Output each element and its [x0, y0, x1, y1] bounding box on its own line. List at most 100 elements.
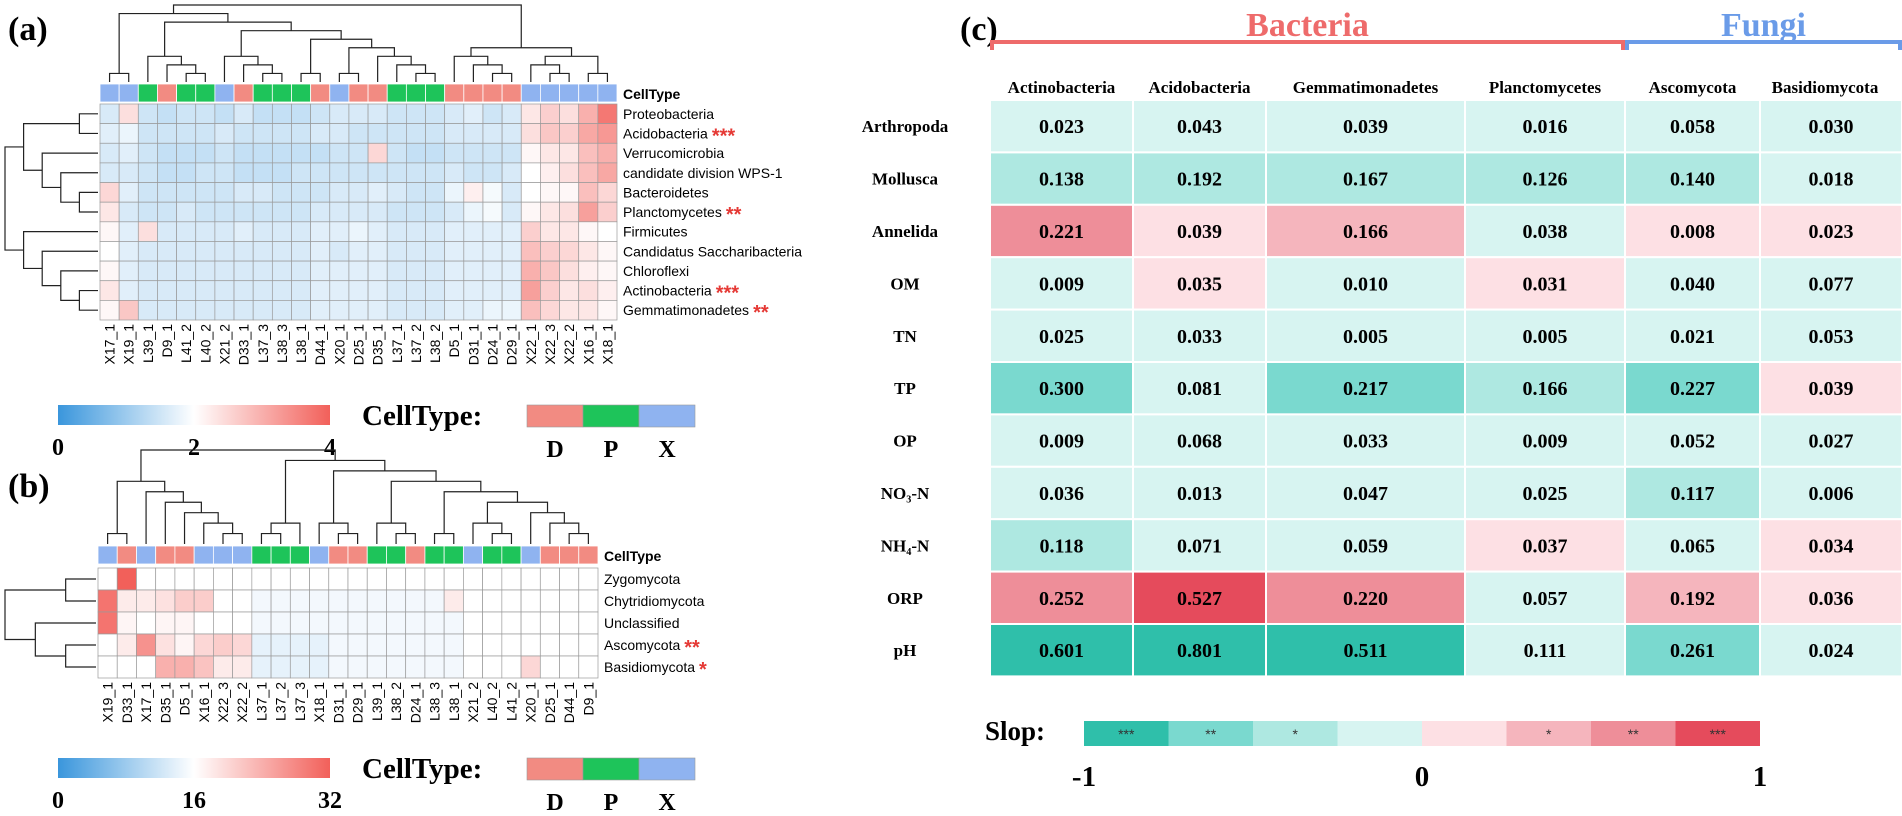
heat-cell-Ascomycota-X20_1	[520, 633, 541, 657]
heat-cell-Basidiomycota-X22_2	[232, 655, 253, 679]
heat-cell-Zygomycota-X22_2	[232, 567, 253, 591]
heat-cell-Chytridiomycota-X22_3	[213, 589, 233, 613]
heat-cell-Chloroflexi-X18_1	[597, 260, 618, 282]
heat-cell-Gemmatimonadetes-L37_1	[386, 300, 407, 321]
slope-value-NO₃-N-Ascomycota: 0.117	[1671, 483, 1715, 505]
heat-cell-Ascomycota-D24_1	[405, 633, 426, 657]
row-header-TN: TN	[893, 327, 917, 346]
slope-legend-stars-5: *	[1546, 726, 1552, 742]
heat-cell-Basidiomycota-D44_1	[559, 655, 580, 679]
heat-cell-Verrucomicrobia-L37_2	[406, 142, 426, 164]
column-dendrogram-branch	[337, 532, 359, 544]
heat-cell-Zygomycota-L38_1	[443, 567, 464, 591]
slope-cell-Mollusca-Gemmatimonadetes	[1265, 151, 1466, 206]
heat-cell-Proteobacteria-L38_1	[291, 103, 311, 124]
heat-cell-Proteobacteria-X21_2	[214, 103, 235, 124]
heat-cell-Unclassified-D5_1	[174, 611, 195, 635]
heat-cell-Gemmatimonadetes-D31_1	[463, 300, 484, 321]
column-label-L37_2: L37_2	[273, 682, 289, 721]
heat-cell-Unclassified-D9_1	[578, 611, 599, 635]
heat-cell-Zygomycota-D35_1	[155, 567, 176, 591]
column-header-Ascomycota: Ascomycota	[1649, 78, 1737, 97]
column-dendrogram-branch	[223, 55, 259, 82]
heat-cell-Verrucomicrobia-D35_1	[367, 142, 388, 164]
heat-cell-Basidiomycota-D29_1	[347, 655, 368, 679]
heat-cell-Gemmatimonadetes-L40_2	[195, 300, 216, 321]
heat-cell-Acidobacteria-X18_1	[597, 123, 618, 144]
heat-cell-Chloroflexi-D24_1	[482, 260, 503, 282]
heat-cell-Proteobacteria-L37_1	[386, 103, 407, 124]
heat-cell-Chytridiomycota-L38_2	[386, 589, 407, 613]
celltype-legend-swatch-X	[638, 404, 696, 428]
heat-cell-candidate division WPS-1-L37_1	[386, 162, 407, 183]
slope-cell-pH-Basidiomycota	[1759, 623, 1902, 678]
slope-value-OP-Planctomycetes: 0.009	[1523, 431, 1568, 453]
heat-cell-Gemmatimonadetes-X19_1	[118, 300, 139, 321]
slope-cell-NH₄-N-Basidiomycota	[1759, 518, 1902, 573]
column-header-Actinobacteria: Actinobacteria	[1008, 78, 1116, 97]
heat-cell-Ascomycota-X17_1	[136, 633, 157, 657]
celltype-cell-D44_1	[310, 83, 331, 103]
heat-cell-Basidiomycota-X21_2	[463, 655, 483, 679]
heat-cell-Candidatus Saccharibacteria-D25_1	[348, 241, 369, 262]
slope-value-OP-Gemmatimonadetes: 0.033	[1343, 431, 1388, 453]
slope-legend-swatch-4	[1422, 721, 1507, 746]
celltype-cell-X16_1	[193, 545, 214, 565]
slope-value-pH-Planctomycetes: 0.111	[1524, 640, 1567, 662]
column-dendrogram-branch	[108, 72, 130, 82]
heat-cell-candidate division WPS-1-D31_1	[463, 162, 484, 183]
significance-stars: **	[753, 302, 769, 324]
heat-cell-Zygomycota-X17_1	[136, 567, 157, 591]
column-label-X22_1: X22_1	[523, 324, 539, 365]
heat-cell-Basidiomycota-L39_1	[366, 655, 387, 679]
heat-cell-Proteobacteria-X16_1	[578, 103, 599, 124]
row-label-Ascomycota: Ascomycota **	[604, 637, 700, 659]
heat-cell-Actinobacteria-L38_3	[271, 280, 292, 301]
heat-cell-Unclassified-X21_2	[463, 611, 483, 635]
column-header-Planctomycetes: Planctomycetes	[1489, 78, 1602, 97]
heat-cell-Actinobacteria-L41_2	[176, 280, 197, 301]
column-label-L37_1: L37_1	[389, 324, 405, 363]
slope-legend-swatch-6	[1591, 721, 1676, 746]
heat-cell-Verrucomicrobia-X20_1	[329, 142, 350, 164]
heat-cell-Firmicutes-D5_1	[444, 221, 465, 242]
heat-cell-Bacteroidetes-X17_1	[99, 182, 120, 203]
heat-cell-Ascomycota-L38_1	[443, 633, 464, 657]
heat-cell-Unclassified-D24_1	[405, 611, 426, 635]
slope-legend-swatch-7	[1675, 721, 1760, 746]
slope-cell-OM-Gemmatimonadetes	[1265, 256, 1466, 311]
row-label-Chloroflexi: Chloroflexi	[623, 263, 689, 279]
heat-cell-Acidobacteria-X19_1	[118, 123, 139, 144]
heat-cell-Basidiomycota-L41_2	[501, 655, 522, 679]
heat-cell-Bacteroidetes-L37_1	[386, 182, 407, 203]
celltype-cell-X19_1	[97, 545, 118, 565]
heat-cell-Verrucomicrobia-D44_1	[310, 142, 331, 164]
heat-cell-Planctomycetes-L38_3	[271, 201, 292, 223]
slope-cell-Mollusca-Actinobacteria	[989, 151, 1134, 206]
heat-cell-Gemmatimonadetes-D25_1	[348, 300, 369, 321]
slope-value-ORP-Gemmatimonadetes: 0.220	[1343, 588, 1388, 610]
heat-cell-candidate division WPS-1-L37_2	[406, 162, 426, 183]
heat-cell-candidate division WPS-1-X16_1	[578, 162, 599, 183]
heat-cell-Unclassified-D25_1	[539, 611, 560, 635]
heat-cell-Zygomycota-X19_1	[97, 567, 118, 591]
slope-cell-Arthropoda-Ascomycota	[1624, 99, 1761, 154]
heat-cell-Ascomycota-X22_3	[213, 633, 233, 657]
heat-cell-Verrucomicrobia-X22_1	[520, 142, 541, 164]
column-label-L38_1: L38_1	[293, 324, 309, 363]
heat-cell-Chloroflexi-D29_1	[501, 260, 522, 282]
celltype-cell-D9_1	[157, 83, 177, 103]
celltype-cell-L37_1	[251, 545, 272, 565]
slope-cell-OM-Basidiomycota	[1759, 256, 1902, 311]
heat-cell-candidate division WPS-1-D29_1	[501, 162, 522, 183]
heat-cell-candidate division WPS-1-L39_1	[137, 162, 158, 183]
heat-cell-Planctomycetes-L38_1	[291, 201, 311, 223]
heat-cell-Unclassified-X19_1	[97, 611, 118, 635]
heat-cell-Candidatus Saccharibacteria-L38_2	[425, 241, 446, 262]
heat-cell-Ascomycota-D31_1	[328, 633, 349, 657]
heat-cell-Basidiomycota-X18_1	[309, 655, 330, 679]
heat-cell-Actinobacteria-L37_1	[386, 280, 407, 301]
heat-cell-Actinobacteria-X22_3	[540, 280, 560, 301]
celltype-cell-X22_3	[540, 83, 560, 103]
slope-value-NH₄-N-Acidobacteria: 0.071	[1177, 535, 1222, 557]
